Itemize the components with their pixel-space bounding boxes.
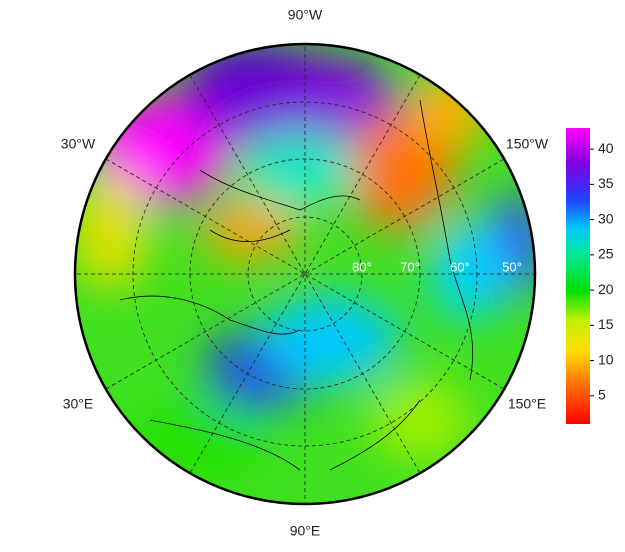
colorbar-tick-label: 20: [598, 281, 614, 297]
colorbar-tick-label: 35: [598, 175, 614, 191]
latitude-label: 70°: [400, 259, 420, 274]
graticule: [75, 44, 535, 504]
longitude-label: 150°W: [506, 136, 549, 152]
colorbar-tick-label: 30: [598, 210, 614, 226]
colorbar-tick-label: 15: [598, 316, 614, 332]
latitude-label: 60°: [450, 259, 470, 274]
colorbar-tick-label: 25: [598, 246, 614, 262]
longitude-label: 30°W: [61, 136, 96, 152]
longitude-label: 90°W: [288, 7, 323, 23]
map-border: [73, 42, 537, 506]
latitude-label: 50°: [502, 259, 522, 274]
longitude-label: 90°E: [290, 523, 321, 539]
field: [75, 44, 535, 504]
colorbar: [566, 128, 590, 424]
longitude-label: 30°E: [63, 396, 94, 412]
colorbar-tick-label: 40: [598, 140, 614, 156]
colorbar-tick-label: 10: [598, 351, 614, 367]
coastlines: [119, 99, 474, 471]
colorbar-tick-label: 5: [598, 387, 606, 403]
longitude-label: 150°E: [508, 396, 546, 412]
latitude-label: 80°: [352, 259, 372, 274]
